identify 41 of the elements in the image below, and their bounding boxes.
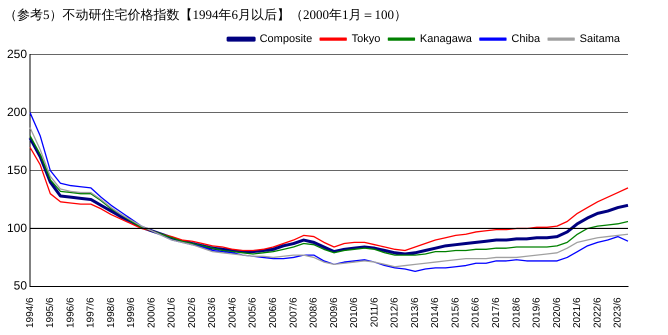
- x-tick-label: 2009/6: [328, 296, 340, 328]
- x-tick-label: 2000/6: [146, 296, 158, 328]
- x-tick-label: 2018/6: [511, 296, 522, 328]
- x-tick-label: 1999/6: [126, 296, 138, 328]
- x-tick-label: 2020/6: [552, 296, 563, 328]
- x-tick-label: 2010/6: [349, 296, 360, 328]
- legend-label: Tokyo: [352, 33, 380, 46]
- x-tick-label: 2011/6: [369, 296, 380, 328]
- y-tick-label: 250: [6, 46, 28, 61]
- x-tick-label: 2007/6: [288, 296, 300, 328]
- x-tick-label: 1995/6: [45, 296, 56, 328]
- legend-label: Composite: [260, 33, 312, 46]
- y-tick-label: 50: [14, 278, 28, 293]
- legend-label: Kanagawa: [420, 33, 473, 46]
- x-tick-label: 2016/6: [470, 296, 482, 328]
- x-tick-label: 2012/6: [390, 296, 401, 328]
- y-tick-label: 200: [6, 104, 28, 119]
- x-tick-label: 1998/6: [106, 296, 117, 328]
- x-tick-label: 2005/6: [248, 296, 259, 328]
- x-tick-label: 2014/6: [430, 296, 442, 328]
- x-tick-label: 2017/6: [490, 296, 502, 328]
- y-tick-label: 150: [6, 162, 28, 177]
- x-tick-label: 2004/6: [227, 296, 238, 328]
- x-tick-label: 2023/6: [612, 296, 624, 328]
- x-tick-label: 2021/6: [572, 296, 584, 328]
- x-tick-label: 1994/6: [24, 296, 36, 328]
- x-tick-label: 2002/6: [186, 296, 198, 328]
- x-tick-label: 1996/6: [65, 296, 76, 328]
- chart-title: （参考5）不动研住宅价格指数【1994年6月以后】（2000年1月＝100）: [4, 7, 407, 22]
- y-tick-label: 100: [6, 220, 28, 235]
- x-tick-label: 1997/6: [86, 296, 97, 328]
- x-tick-label: 2008/6: [308, 296, 320, 328]
- legend-label: Chiba: [511, 33, 542, 46]
- legend-label: Saitama: [580, 33, 621, 46]
- x-tick-label: 2015/6: [450, 296, 462, 328]
- x-tick-label: 2019/6: [532, 296, 543, 328]
- x-tick-label: 2022/6: [592, 296, 604, 328]
- x-tick-label: 2003/6: [207, 296, 218, 328]
- x-tick-label: 2006/6: [268, 296, 280, 328]
- x-tick-label: 2001/6: [166, 296, 178, 328]
- x-tick-label: 2013/6: [410, 296, 421, 328]
